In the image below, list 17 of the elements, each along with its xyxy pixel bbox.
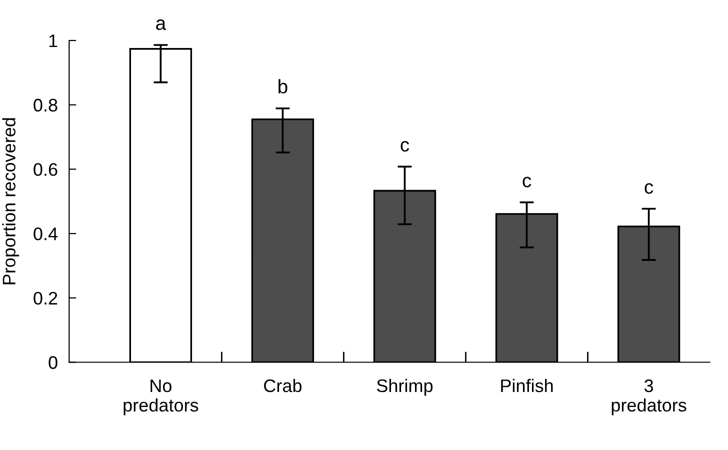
y-tick-label: 0.6 <box>34 163 58 176</box>
annotation: b <box>278 79 288 94</box>
x-tick-label: No predators <box>124 380 198 416</box>
y-tick-label: 1 <box>49 34 58 48</box>
x-tick-label: Pinfish <box>501 378 553 392</box>
y-tick-label: 0.8 <box>34 98 58 112</box>
annotation: c <box>644 183 654 194</box>
x-tick-label: Crab <box>264 378 302 392</box>
y-tick-label: 0 <box>48 356 58 369</box>
x-tick-label: Shrimp <box>376 378 433 396</box>
y-tick-label: 0.4 <box>34 227 58 240</box>
annotation: a <box>156 19 166 30</box>
y-tick-label: 0.2 <box>34 292 58 305</box>
y-axis-title: Proportion recovered <box>2 118 20 284</box>
annotation: c <box>400 141 410 152</box>
x-tick-label: 3 predators <box>612 379 686 416</box>
annotation: c <box>522 176 532 188</box>
